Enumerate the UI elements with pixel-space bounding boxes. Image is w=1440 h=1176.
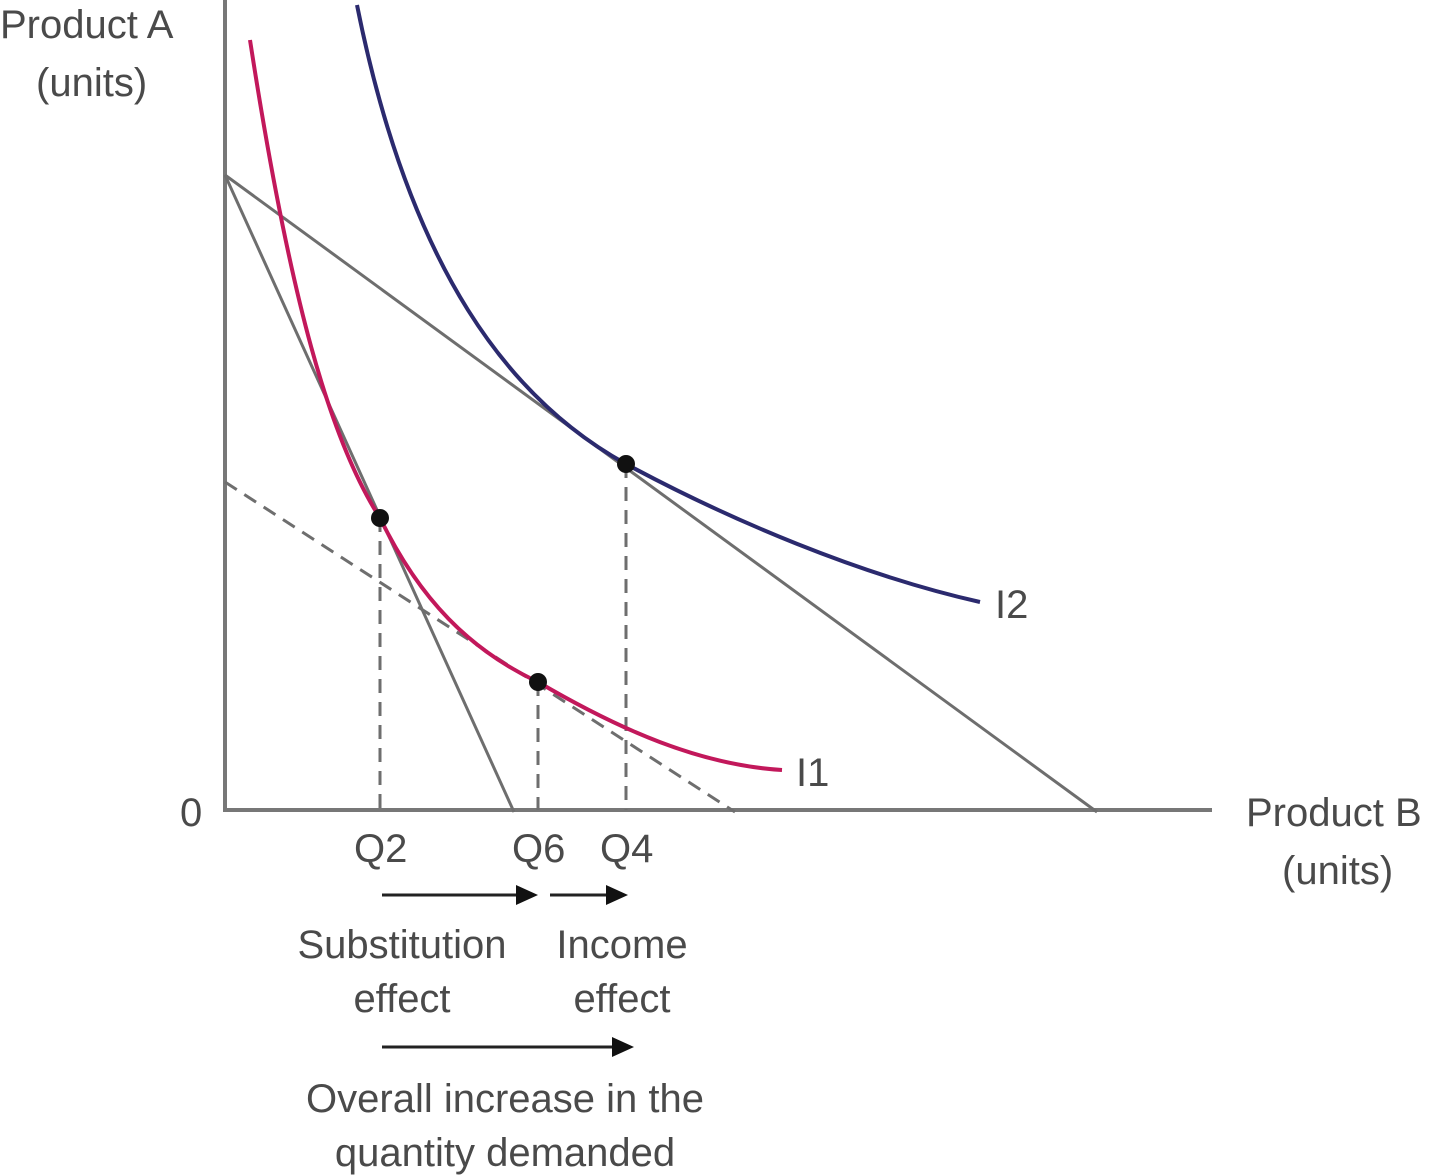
x-axis-label-line1: Product B	[1246, 791, 1422, 835]
indifference-curve-i1	[248, 39, 783, 772]
income-arrowhead	[606, 885, 628, 905]
origin-label: 0	[180, 791, 202, 835]
budget-line-new	[224, 173, 1098, 814]
point-q6	[529, 673, 547, 691]
point-q4	[617, 455, 635, 473]
overall-label-line2: quantity demanded	[335, 1131, 675, 1175]
curve-label-i2: I2	[995, 583, 1028, 627]
overall-arrowhead	[612, 1037, 634, 1057]
overall-label-line1: Overall increase in the	[306, 1077, 704, 1121]
income-label-line1: Income	[556, 923, 687, 967]
indifference-curve-i2	[355, 4, 981, 604]
income-label-line2: effect	[573, 977, 670, 1021]
tick-label-q2: Q2	[354, 827, 407, 871]
substitution-arrowhead	[516, 885, 538, 905]
tick-label-q6: Q6	[512, 827, 565, 871]
y-axis-label-line1: Product A	[0, 3, 174, 47]
budget-line-original	[223, 174, 516, 813]
substitution-label-line1: Substitution	[297, 923, 506, 967]
curve-label-i1: I1	[796, 751, 829, 795]
x-axis-label-line2: (units)	[1282, 849, 1393, 893]
y-axis-label-line2: (units)	[36, 61, 147, 105]
point-q2	[371, 509, 389, 527]
tick-label-q4: Q4	[600, 827, 653, 871]
substitution-label-line2: effect	[353, 977, 450, 1021]
